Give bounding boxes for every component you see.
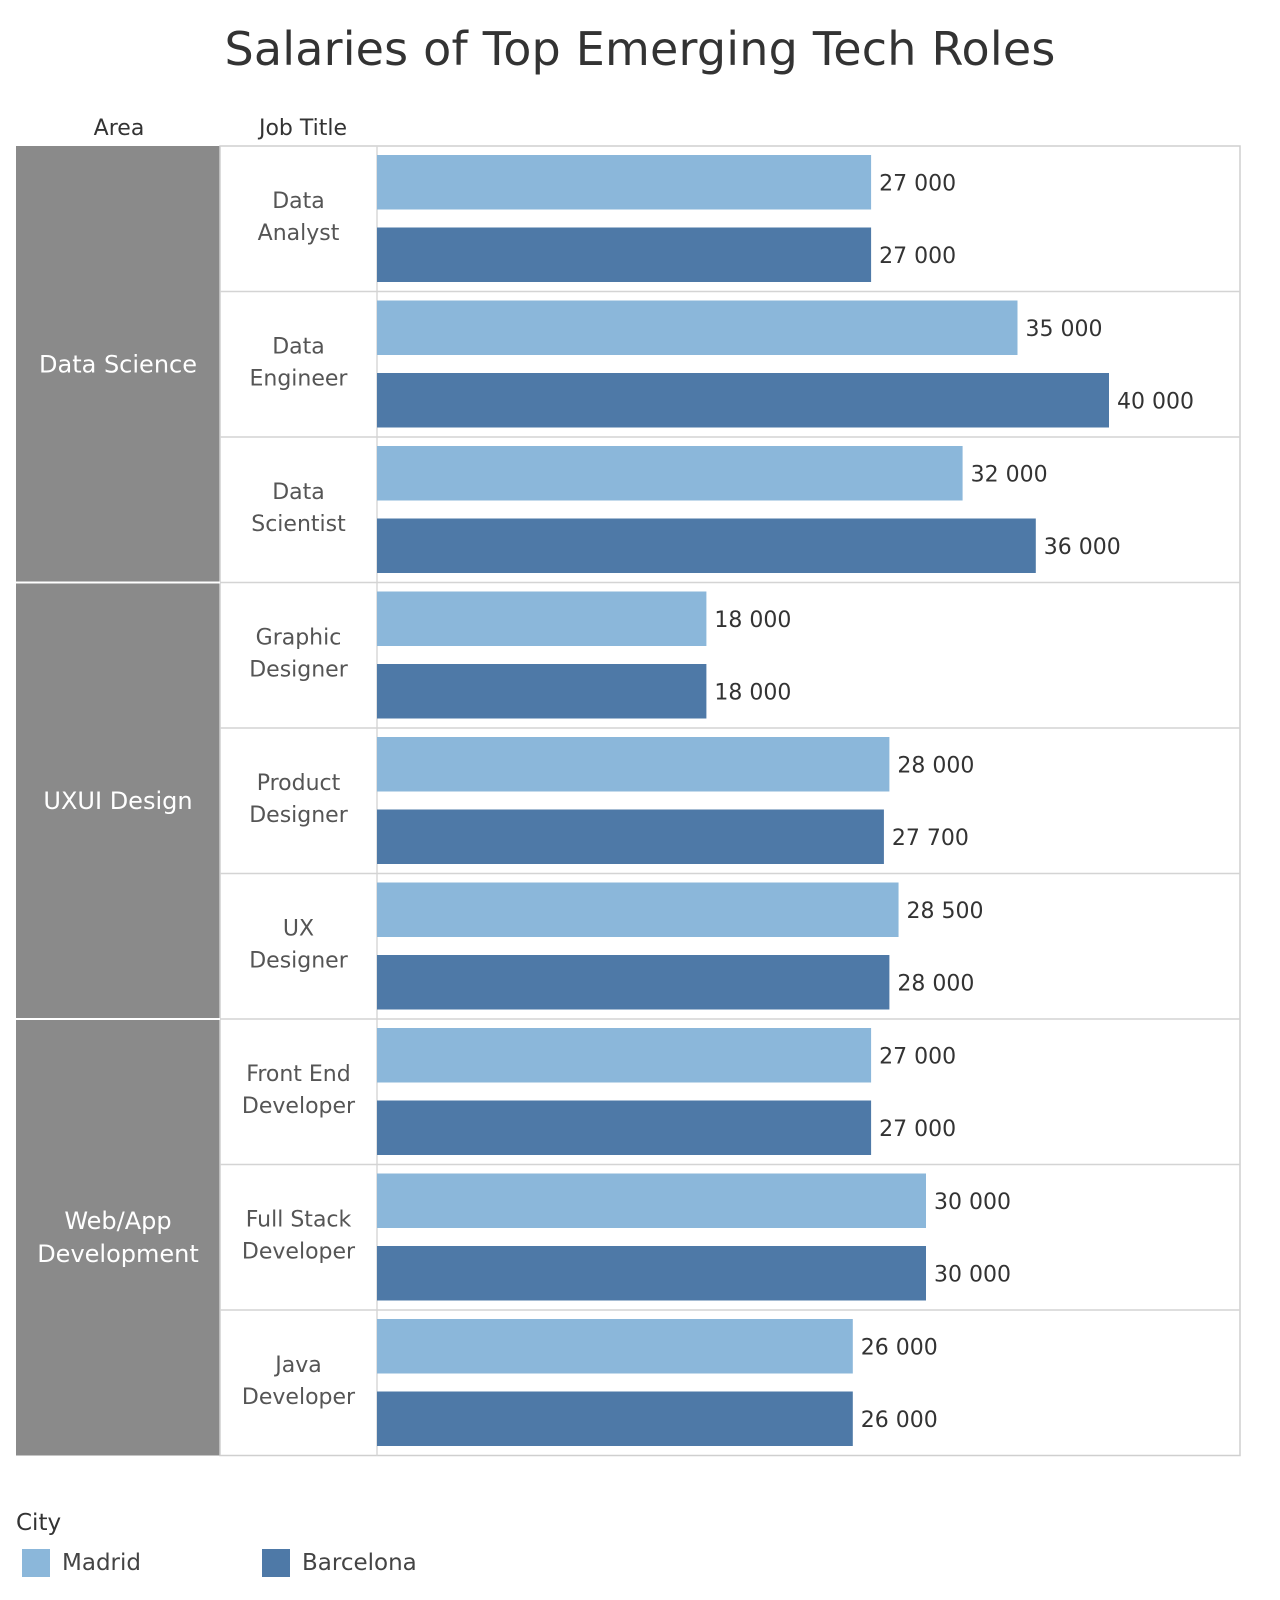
job-title-column-header: Job Title	[258, 116, 348, 141]
job-title-label: Java Developer	[242, 1353, 356, 1410]
job-title-label: Data Analyst	[258, 189, 340, 246]
data-label-barcelona: 26 000	[861, 1408, 938, 1433]
bar-barcelona	[377, 1391, 853, 1446]
data-label-madrid: 35 000	[1026, 317, 1103, 342]
data-label-barcelona: 36 000	[1044, 535, 1121, 560]
data-label-barcelona: 30 000	[934, 1262, 1011, 1287]
bar-madrid	[377, 1173, 926, 1228]
data-label-barcelona: 28 000	[897, 971, 974, 996]
bar-madrid	[377, 737, 890, 792]
bar-madrid	[377, 882, 899, 937]
area-label-uxui-design: UXUI Design	[43, 787, 192, 815]
job-title-label: Graphic Designer	[249, 625, 348, 682]
data-label-madrid: 26 000	[861, 1335, 938, 1360]
table-frame	[219, 145, 1241, 1457]
job-title-label: Front End Developer	[242, 1062, 356, 1119]
job-title-label: Data Engineer	[250, 334, 349, 391]
bar-madrid	[377, 591, 707, 646]
chart-title: Salaries of Top Emerging Tech Roles	[224, 22, 1056, 76]
data-label-barcelona: 18 000	[714, 680, 791, 705]
data-label-barcelona: 27 700	[892, 826, 969, 851]
area-column-header: Area	[93, 116, 145, 141]
bar-madrid	[377, 446, 963, 501]
data-label-barcelona: 40 000	[1117, 389, 1194, 414]
area-panel-background	[16, 146, 220, 1456]
job-title-label: Full Stack Developer	[242, 1207, 356, 1264]
legend-title: City	[16, 1510, 62, 1536]
data-label-madrid: 27 000	[879, 1044, 956, 1069]
data-label-madrid: 27 000	[879, 171, 956, 196]
bar-barcelona	[377, 227, 872, 282]
bar-barcelona	[377, 955, 890, 1010]
job-title-label: UX Designer	[249, 916, 348, 973]
bar-madrid	[377, 155, 872, 210]
data-label-madrid: 32 000	[971, 462, 1048, 487]
legend-item-madrid[interactable]: Madrid	[22, 1549, 141, 1577]
bar-barcelona	[377, 518, 1036, 573]
bar-madrid	[377, 1028, 872, 1083]
area-label-data-science: Data Science	[39, 350, 197, 378]
data-label-barcelona: 27 000	[879, 1117, 956, 1142]
bar-madrid	[377, 300, 1018, 355]
bar-barcelona	[377, 1246, 926, 1301]
legend-swatch-barcelona	[262, 1549, 290, 1577]
bar-madrid	[377, 1319, 853, 1374]
bar-barcelona	[377, 664, 707, 719]
legend-item-barcelona[interactable]: Barcelona	[262, 1549, 417, 1577]
area-label-web-app-development: Web/App Development	[37, 1207, 199, 1268]
data-label-madrid: 30 000	[934, 1190, 1011, 1215]
data-label-madrid: 18 000	[714, 608, 791, 633]
bar-barcelona	[377, 1100, 872, 1155]
legend-label-barcelona: Barcelona	[302, 1550, 417, 1576]
legend-swatch-madrid	[22, 1549, 50, 1577]
data-label-madrid: 28 000	[897, 753, 974, 778]
job-title-label: Data Scientist	[251, 480, 346, 537]
data-label-madrid: 28 500	[907, 899, 984, 924]
bar-barcelona	[377, 809, 884, 864]
legend-label-madrid: Madrid	[62, 1550, 141, 1576]
job-title-label: Product Designer	[249, 771, 348, 828]
data-label-barcelona: 27 000	[879, 244, 956, 269]
bar-barcelona	[377, 373, 1109, 428]
